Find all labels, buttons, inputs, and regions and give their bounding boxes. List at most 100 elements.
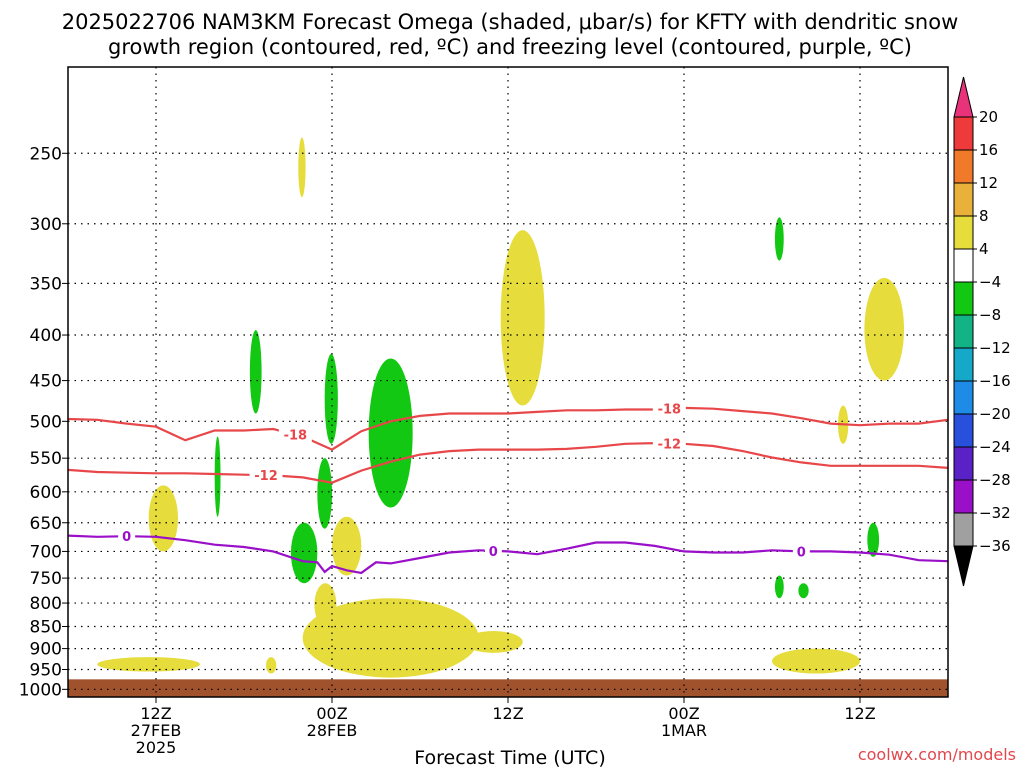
omega-region-negative [290, 522, 318, 584]
y-tick-label: 300 [30, 215, 62, 235]
contour-label: -12 [254, 469, 278, 484]
y-tick-label: 1000 [19, 680, 62, 700]
colorbar-label: 8 [979, 207, 989, 225]
y-tick-label: 600 [30, 483, 62, 503]
omega-region-positive [148, 485, 178, 552]
contour-label: -12 [658, 437, 682, 452]
colorbar-label: −32 [979, 504, 1011, 522]
contour-label-bg [118, 528, 136, 544]
omega-region-positive [464, 631, 523, 653]
omega-region-negative [867, 522, 880, 557]
x-tick-label: 1MAR [661, 721, 707, 740]
colorbar-swatch [953, 149, 974, 184]
y-tick-label: 900 [30, 640, 62, 660]
contour-label-bg [652, 435, 686, 451]
contour-line-dgz [67, 441, 949, 484]
colorbar-swatch [953, 512, 974, 547]
colorbar-swatch [953, 479, 974, 514]
colorbar-label: −12 [979, 339, 1011, 357]
colorbar-swatch [953, 314, 974, 349]
contour-label: -18 [658, 403, 682, 418]
chart-title-line1: 2025022706 NAM3KM Forecast Omega (shaded… [62, 10, 959, 34]
colorbar-swatch [953, 116, 974, 151]
contour-line-dgz [67, 406, 949, 451]
omega-region-negative [249, 330, 262, 414]
colorbar-label: −28 [979, 471, 1011, 489]
plot-area: 250 300 350 400 450 500 550 600 650 700 750 800 850 9… [19, 66, 949, 757]
colorbar-swatch [953, 182, 974, 217]
contour-label-bg [652, 400, 686, 416]
x-tick-label: 27FEB [131, 721, 182, 740]
omega-region-negative [214, 436, 221, 517]
colorbar-swatch [953, 281, 974, 316]
contour-label-bg [484, 542, 502, 558]
colorbar: 20 16 12 8 4 −4 −8 −12 −16 −20 −24 −28 −32 −36 [953, 76, 1011, 587]
x-tick-label: 00Z [316, 704, 347, 723]
contour-label: -18 [284, 429, 308, 444]
y-tick-label: 750 [30, 569, 62, 589]
omega-region-negative [798, 583, 809, 599]
plot-frame [67, 66, 949, 698]
y-tick-label: 550 [30, 449, 62, 469]
omega-region-positive [302, 598, 479, 678]
colorbar-label: 12 [979, 174, 998, 192]
x-tick-label: 12Z [844, 704, 875, 723]
y-tick-label: 350 [30, 274, 62, 294]
omega-region-negative [324, 353, 338, 444]
omega-region-positive [97, 657, 200, 672]
y-tick-label: 700 [30, 542, 62, 562]
colorbar-label: −16 [979, 372, 1011, 390]
omega-region-positive [298, 137, 306, 198]
omega-region-negative [774, 575, 784, 599]
colorbar-label: −4 [979, 273, 1001, 291]
omega-region-positive [332, 516, 362, 576]
ground-band [68, 679, 948, 697]
x-tick-label: 2025 [136, 738, 177, 757]
y-tick-label: 650 [30, 514, 62, 534]
credit-text: coolwx.com/models [858, 745, 1016, 764]
x-tick-label: 12Z [140, 704, 171, 723]
omega-region-positive [772, 648, 860, 674]
y-tick-label: 450 [30, 372, 62, 392]
x-tick-label: 28FEB [307, 721, 358, 740]
y-tick-label: 950 [30, 661, 62, 681]
contour-line-freezing [67, 534, 949, 575]
omega-region-negative [317, 458, 332, 529]
colorbar-label: 20 [979, 108, 998, 126]
colorbar-label: −8 [979, 306, 1001, 324]
colorbar-bottom-arrow [953, 545, 974, 587]
chart-title-line2: growth region (contoured, red, ºC) and f… [108, 35, 912, 59]
colorbar-label: −20 [979, 405, 1011, 423]
contour-label: 0 [122, 530, 131, 545]
colorbar-label: 4 [979, 240, 989, 258]
omega-region-positive [864, 277, 904, 381]
x-axis-title: Forecast Time (UTC) [414, 747, 605, 768]
omega-region-positive [266, 657, 277, 674]
y-tick-label: 500 [30, 412, 62, 432]
contour-label-bg [278, 426, 312, 442]
colorbar-swatch [953, 248, 974, 283]
colorbar-swatch [953, 413, 974, 448]
colorbar-swatch [953, 380, 974, 415]
y-tick-label: 250 [30, 144, 62, 164]
y-tick-label: 400 [30, 326, 62, 346]
y-tick-label: 850 [30, 617, 62, 637]
omega-region-positive [500, 230, 545, 406]
colorbar-swatch [953, 347, 974, 382]
contour-label-bg [792, 543, 810, 559]
x-tick-label: 00Z [668, 704, 699, 723]
y-tick-label: 800 [30, 594, 62, 614]
x-tick-label: 12Z [492, 704, 523, 723]
colorbar-label: −24 [979, 438, 1011, 456]
colorbar-swatch [953, 446, 974, 481]
contour-label: 0 [489, 545, 498, 560]
contour-label-bg [249, 467, 283, 483]
contour-label: 0 [797, 545, 806, 560]
colorbar-swatch [953, 215, 974, 250]
omega-region-negative [774, 217, 784, 261]
omega-region-negative [368, 358, 413, 508]
colorbar-label: 16 [979, 141, 998, 159]
colorbar-top-arrow [953, 76, 974, 118]
colorbar-label: −36 [979, 537, 1011, 555]
